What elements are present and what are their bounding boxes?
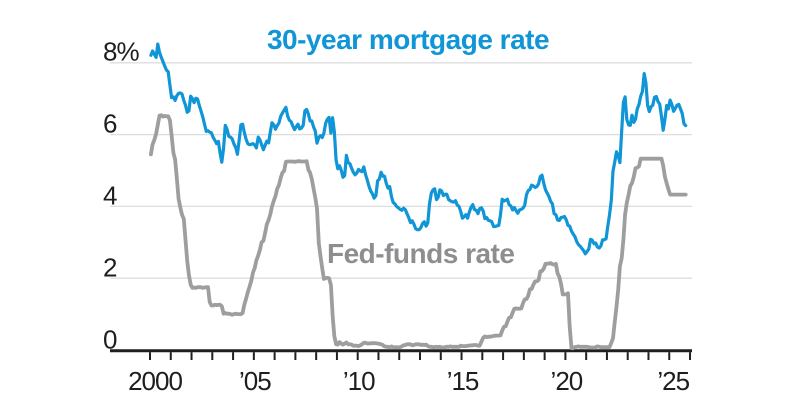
fed-funds-rate-label: Fed-funds rate bbox=[327, 238, 515, 269]
mortgage-rate-line bbox=[149, 42, 688, 256]
x-tick-label-2025: ’25 bbox=[657, 366, 690, 396]
y-tick-label-4: 4 bbox=[103, 180, 118, 211]
x-tick-label-2015: ’15 bbox=[446, 366, 480, 396]
x-tick-label-2010: ’10 bbox=[342, 366, 376, 396]
y-tick-label-8: 8% bbox=[103, 36, 140, 67]
x-tick-label-2005: ’05 bbox=[238, 366, 272, 396]
y-tick-label-6: 6 bbox=[103, 108, 118, 139]
y-tick-label-0: 0 bbox=[103, 323, 118, 354]
y-tick-label-2: 2 bbox=[103, 252, 118, 283]
x-tick-label-2000: 2000 bbox=[128, 366, 183, 396]
chart-title: 30-year mortgage rate bbox=[266, 24, 550, 55]
x-tick-label-2020: ’20 bbox=[550, 366, 584, 396]
fed-funds-line bbox=[148, 113, 688, 351]
